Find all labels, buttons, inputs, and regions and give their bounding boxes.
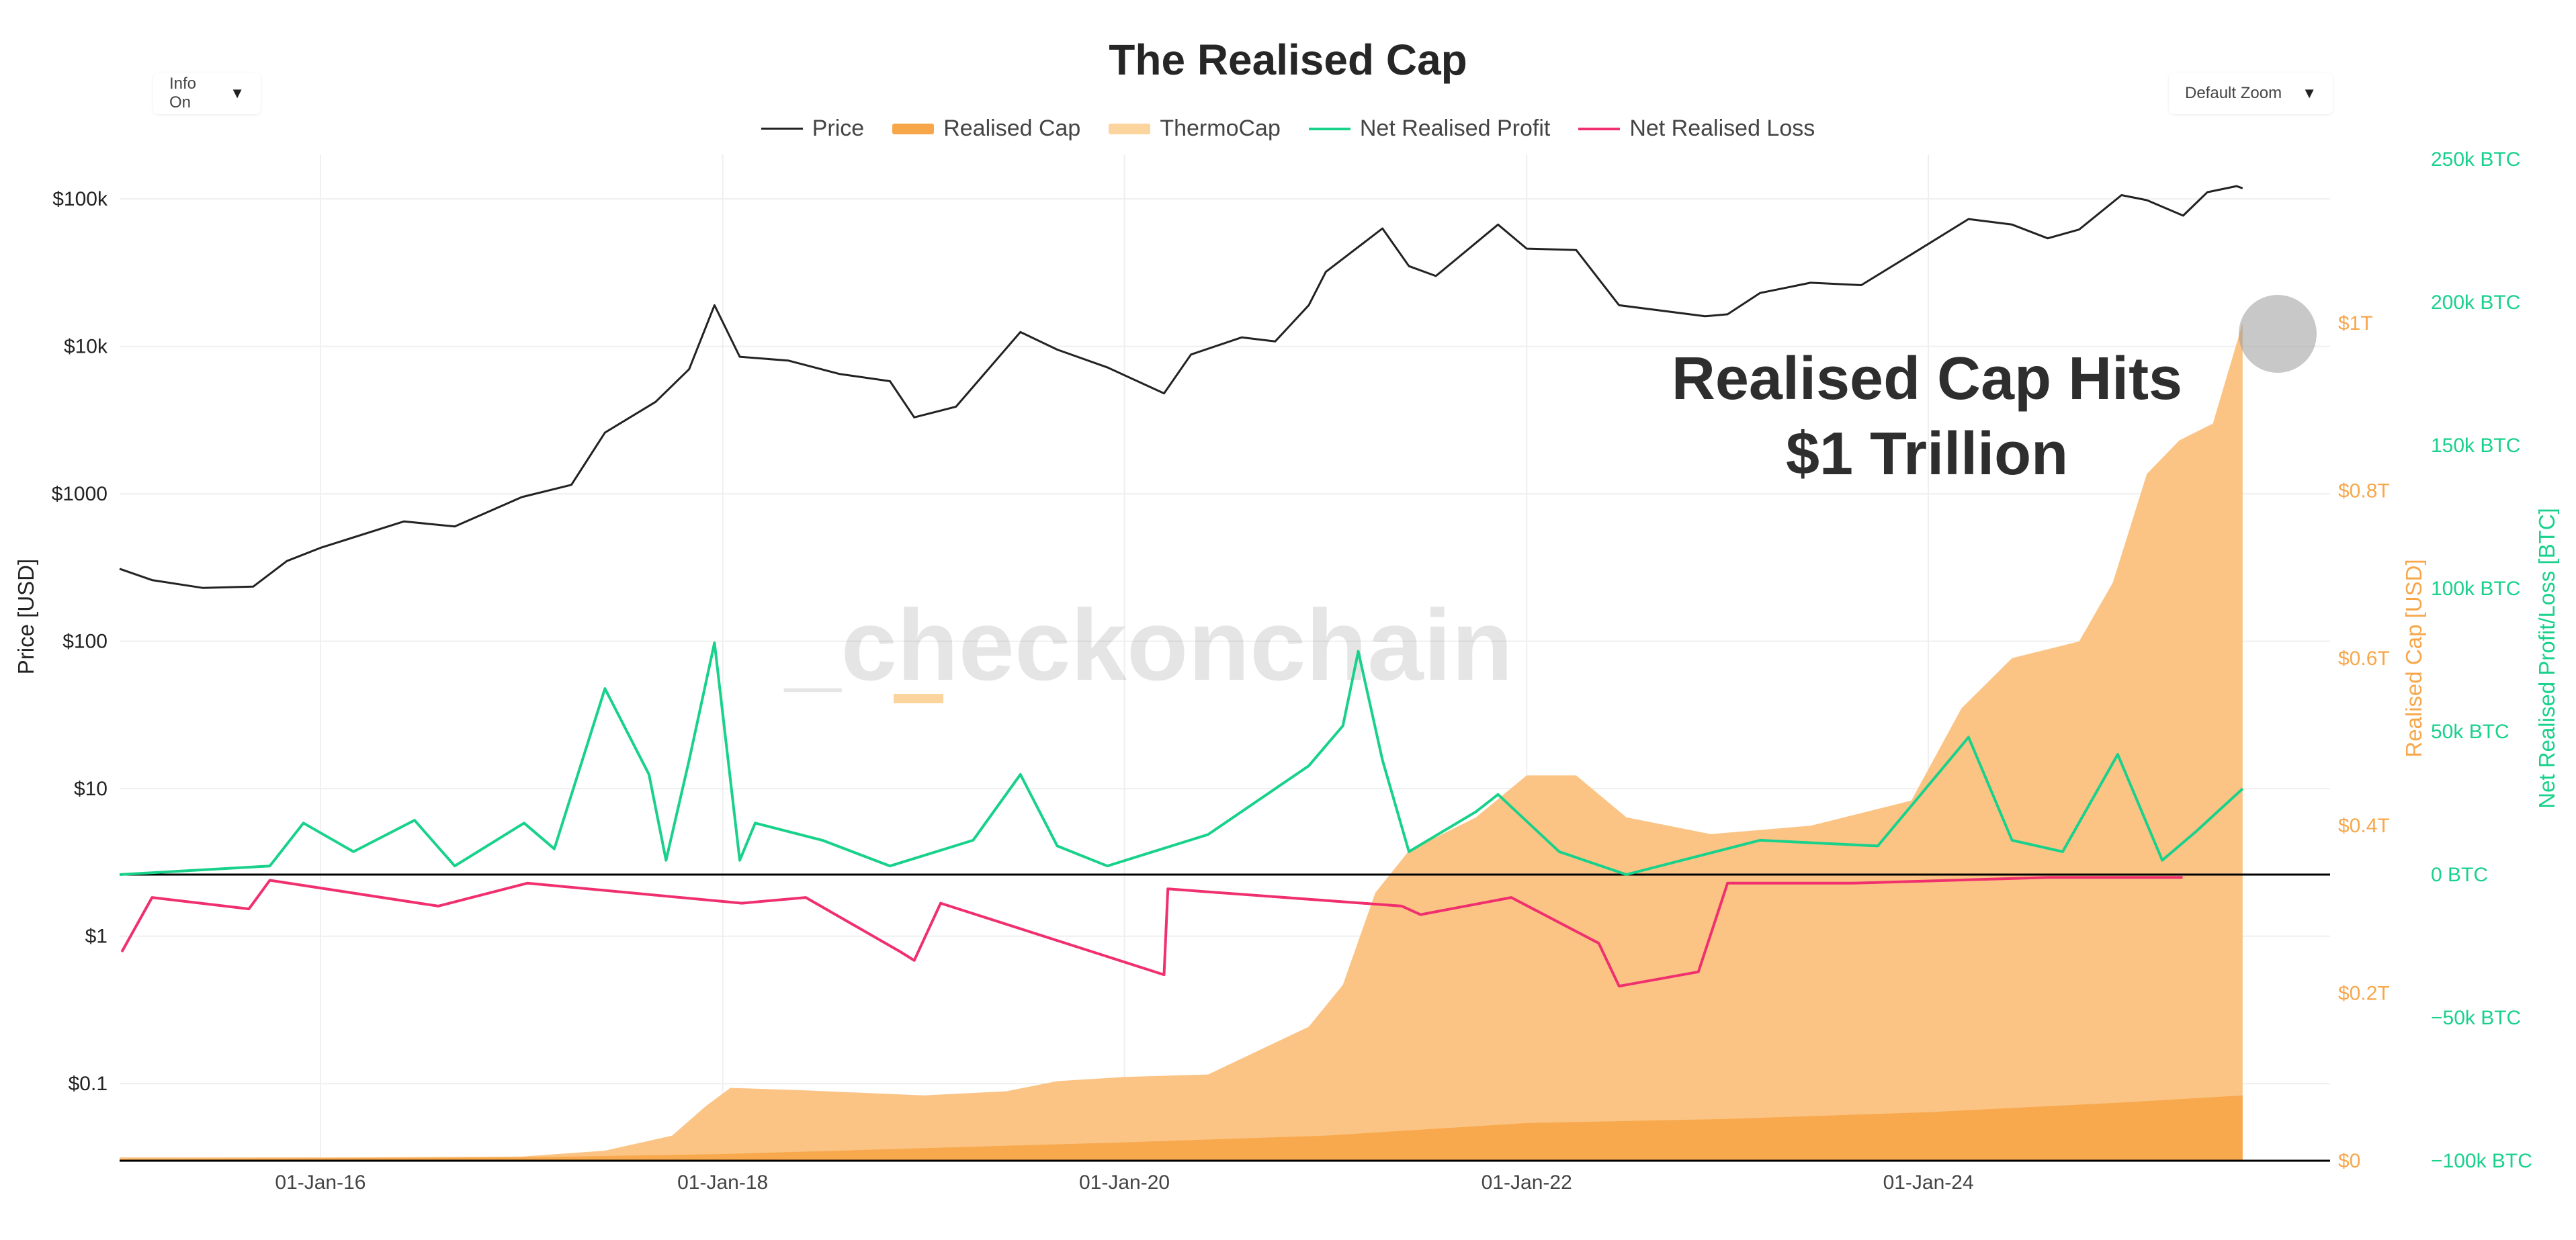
legend-item-price[interactable]: Price	[761, 116, 864, 142]
zero-lines	[120, 873, 2330, 1162]
x-tick-label: 01-Jan-24	[1883, 1171, 1974, 1194]
x-axis-ticks: 01-Jan-16 01-Jan-18 01-Jan-20 01-Jan-22 01-J…	[275, 1171, 1973, 1194]
left-tick-label: $10	[74, 778, 108, 800]
caret-down-icon: ▼	[2302, 85, 2317, 101]
right-tick-label-realised-cap: $0.6T	[2338, 648, 2390, 670]
legend-item-net-realised-loss[interactable]: Net Realised Loss	[1578, 116, 1815, 142]
right-tick-label-profit-loss: 0 BTC	[2431, 864, 2488, 886]
right-tick-label-profit-loss: 250k BTC	[2431, 148, 2520, 171]
right-axis-title-realised-cap: Realised Cap [USD]	[2401, 559, 2426, 757]
right-tick-label-realised-cap: $0.4T	[2338, 815, 2390, 837]
legend-item-thermocap[interactable]: ThermoCap	[1109, 116, 1281, 142]
line-net-realised-loss	[120, 876, 2183, 988]
legend-swatch-realised-cap	[892, 123, 935, 134]
right-tick-label-profit-loss: 200k BTC	[2431, 292, 2520, 314]
legend-swatch-price	[761, 128, 803, 130]
left-tick-label: $1	[85, 926, 108, 948]
legend-label: Net Realised Profit	[1359, 116, 1551, 141]
left-tick-label: $0.1	[69, 1073, 108, 1095]
annotation-line-1: Realised Cap Hits	[1672, 345, 2182, 412]
chart-legend: Price Realised Cap ThermoCap Net Realise…	[0, 116, 2576, 142]
left-axis-ticks: $0.1 $1 $10 $100 $1000 $10k $100k	[52, 188, 108, 1095]
line-net-realised-profit	[119, 641, 2244, 876]
right-tick-label-realised-cap: $0.2T	[2338, 983, 2390, 1005]
legend-swatch-thermocap	[1109, 123, 1151, 134]
right-axis-title-profit-loss: Net Realised Profit/Loss [BTC]	[2534, 508, 2559, 809]
legend-label: Net Realised Loss	[1629, 116, 1815, 141]
zoom-dropdown-label: Default Zoom	[2185, 84, 2282, 102]
right-tick-label-profit-loss: 100k BTC	[2431, 578, 2520, 600]
chart-title: The Realised Cap	[1109, 36, 1467, 84]
right-axis-ticks-realised-cap: $0 $0.2T $0.4T $0.6T $0.8T $1T	[2338, 312, 2390, 1172]
left-axis-title: Price [USD]	[13, 559, 38, 674]
legend-item-realised-cap[interactable]: Realised Cap	[892, 116, 1080, 142]
legend-label: Price	[812, 116, 865, 141]
right-tick-label-profit-loss: −100k BTC	[2431, 1150, 2532, 1172]
annotation-line-2: $1 Trillion	[1786, 420, 2068, 488]
left-tick-label: $100k	[52, 188, 108, 210]
right-tick-label-realised-cap: $0	[2338, 1150, 2360, 1172]
right-tick-label-realised-cap: $0.8T	[2338, 480, 2390, 502]
legend-label: ThermoCap	[1160, 116, 1281, 141]
left-tick-label: $1000	[52, 483, 108, 505]
right-tick-label-profit-loss: 150k BTC	[2431, 435, 2520, 457]
x-tick-label: 01-Jan-18	[677, 1171, 768, 1194]
watermark-text: _checkonchain	[783, 588, 1513, 701]
left-tick-label: $10k	[64, 336, 108, 358]
zoom-dropdown[interactable]: Default Zoom ▼	[2169, 73, 2333, 114]
area-realised-cap	[120, 323, 2243, 1161]
info-toggle-dropdown[interactable]: Info On ▼	[153, 73, 261, 114]
left-tick-label: $100	[62, 631, 108, 653]
legend-label: Realised Cap	[943, 116, 1081, 141]
right-tick-label-profit-loss: 50k BTC	[2431, 721, 2509, 743]
info-toggle-label: Info On	[169, 75, 197, 112]
right-axis-ticks-profit-loss: −100k BTC −50k BTC 0 BTC 50k BTC 100k BTC 150…	[2431, 148, 2532, 1172]
right-tick-label-realised-cap: $1T	[2338, 312, 2373, 335]
line-series	[119, 185, 2244, 988]
line-price	[119, 185, 2243, 589]
area-thermocap	[120, 1095, 2243, 1161]
x-tick-label: 01-Jan-22	[1482, 1171, 1572, 1194]
watermark-underscore	[894, 694, 943, 703]
x-tick-label: 01-Jan-16	[275, 1171, 366, 1194]
caret-down-icon: ▼	[230, 85, 245, 101]
highlight-circle	[2239, 295, 2317, 373]
area-series	[120, 323, 2243, 1161]
legend-swatch-net-realised-profit	[1308, 127, 1350, 130]
right-tick-label-profit-loss: −50k BTC	[2431, 1007, 2521, 1029]
legend-item-net-realised-profit[interactable]: Net Realised Profit	[1308, 116, 1551, 142]
legend-swatch-net-realised-loss	[1578, 127, 1621, 130]
x-tick-label: 01-Jan-20	[1079, 1171, 1170, 1194]
